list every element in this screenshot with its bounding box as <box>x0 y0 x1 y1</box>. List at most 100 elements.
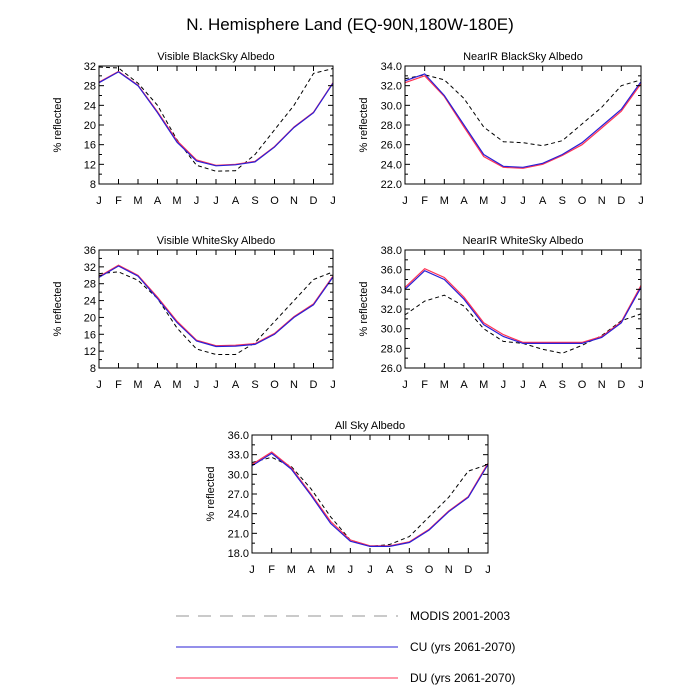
series-line-du <box>98 70 334 166</box>
y-tick-label: 8 <box>90 179 96 191</box>
series-line-cu <box>98 71 334 167</box>
y-tick-label: 38.0 <box>381 245 402 257</box>
y-tick-label: 20 <box>84 312 96 324</box>
x-tick-label: F <box>115 195 122 207</box>
x-tick-label: F <box>115 379 122 391</box>
y-tick-label: 30.0 <box>381 100 402 112</box>
plot-frame <box>98 65 334 185</box>
x-tick-label: J <box>402 379 408 391</box>
y-axis-label: % reflected <box>52 97 64 152</box>
series-line-cu <box>404 73 642 168</box>
panel-visible-whitesky: Visible WhiteSky Albedo % reflected 8 12 16 2… <box>52 235 336 391</box>
x-tick-label: F <box>421 379 428 391</box>
x-tick-label: S <box>559 379 566 391</box>
panel-nearir-whitesky: NearIR WhiteSky Albedo % reflected 26.0 28.… <box>358 235 644 391</box>
series-line-modis <box>251 456 489 547</box>
legend: MODIS 2001-2003 CU (yrs 2061-2070) DU (y… <box>176 609 515 685</box>
x-tick-label: O <box>578 195 587 207</box>
x-tick-label: D <box>310 195 318 207</box>
x-tick-label: J <box>638 195 644 207</box>
x-tick-label: J <box>501 195 507 207</box>
x-tick-label: F <box>268 564 275 576</box>
legend-label-modis: MODIS 2001-2003 <box>410 609 510 623</box>
x-tick-label: M <box>133 195 142 207</box>
x-tick-label: N <box>290 195 298 207</box>
x-tick-label: A <box>232 379 240 391</box>
x-tick-label: D <box>310 379 318 391</box>
x-tick-label: J <box>213 379 219 391</box>
x-tick-label: S <box>559 195 566 207</box>
y-tick-label: 26.0 <box>381 363 402 375</box>
x-tick-label: O <box>270 195 279 207</box>
plot-frame <box>251 434 489 554</box>
x-tick-label: M <box>326 564 335 576</box>
x-tick-label: J <box>194 379 200 391</box>
y-tick-label: 18.0 <box>228 548 249 560</box>
series-line-cu <box>98 265 334 348</box>
x-tick-label: N <box>445 564 453 576</box>
y-axis-label: % reflected <box>358 281 370 336</box>
x-tick-label: O <box>270 379 279 391</box>
x-tick-label: J <box>348 564 354 576</box>
y-tick-label: 12 <box>84 159 96 171</box>
y-tick-label: 24.0 <box>381 159 402 171</box>
series-line-du <box>98 264 334 347</box>
x-tick-label: J <box>96 195 102 207</box>
panel-title: NearIR BlackSky Albedo <box>463 51 583 63</box>
y-axis-label: % reflected <box>358 97 370 152</box>
y-tick-label: 24 <box>84 296 96 308</box>
x-tick-label: N <box>598 379 606 391</box>
x-tick-label: F <box>421 195 428 207</box>
y-tick-label: 20 <box>84 120 96 132</box>
y-tick-label: 21.0 <box>228 528 249 540</box>
panel-title: All Sky Albedo <box>335 420 405 432</box>
x-tick-label: O <box>578 379 587 391</box>
panel-visible-blacksky: Visible BlackSky Albedo % reflected 8 12 16 2… <box>52 51 336 207</box>
y-tick-label: 36 <box>84 245 96 257</box>
x-tick-label: A <box>154 195 162 207</box>
x-tick-label: A <box>460 195 468 207</box>
x-tick-label: M <box>479 195 488 207</box>
x-tick-label: A <box>539 379 547 391</box>
x-tick-label: J <box>520 379 526 391</box>
panel-title: NearIR WhiteSky Albedo <box>462 235 583 247</box>
panel-title: Visible WhiteSky Albedo <box>157 235 275 247</box>
x-tick-label: J <box>520 195 526 207</box>
series-line-du <box>404 267 642 343</box>
plot-frame <box>98 249 334 369</box>
x-tick-label: J <box>367 564 373 576</box>
y-tick-label: 34.0 <box>381 284 402 296</box>
y-tick-label: 36.0 <box>381 265 402 277</box>
x-tick-label: M <box>287 564 296 576</box>
x-tick-label: M <box>172 379 181 391</box>
y-axis-label: % reflected <box>205 466 217 521</box>
x-tick-label: S <box>406 564 413 576</box>
y-tick-label: 32.0 <box>381 81 402 93</box>
series-line-cu <box>251 452 489 548</box>
series-line-modis <box>98 271 334 355</box>
y-tick-label: 30.0 <box>381 324 402 336</box>
y-tick-label: 28.0 <box>381 120 402 132</box>
x-tick-label: J <box>330 379 336 391</box>
x-tick-label: O <box>425 564 434 576</box>
x-tick-label: J <box>213 195 219 207</box>
y-tick-label: 34.0 <box>381 61 402 73</box>
x-tick-label: A <box>386 564 394 576</box>
x-tick-label: J <box>96 379 102 391</box>
y-tick-label: 36.0 <box>228 430 249 442</box>
y-tick-label: 28.0 <box>381 343 402 355</box>
x-tick-label: N <box>598 195 606 207</box>
series-line-modis <box>404 294 642 354</box>
series-line-modis <box>98 66 334 172</box>
x-tick-label: A <box>460 379 468 391</box>
y-tick-label: 8 <box>90 363 96 375</box>
x-tick-label: J <box>402 195 408 207</box>
x-tick-label: J <box>330 195 336 207</box>
x-tick-label: D <box>617 379 625 391</box>
panel-all-sky: All Sky Albedo % reflected 18.0 21.0 24.0 27.… <box>205 420 491 576</box>
x-tick-label: J <box>501 379 507 391</box>
x-tick-label: D <box>464 564 472 576</box>
y-tick-label: 24.0 <box>228 509 249 521</box>
y-tick-label: 16 <box>84 329 96 341</box>
